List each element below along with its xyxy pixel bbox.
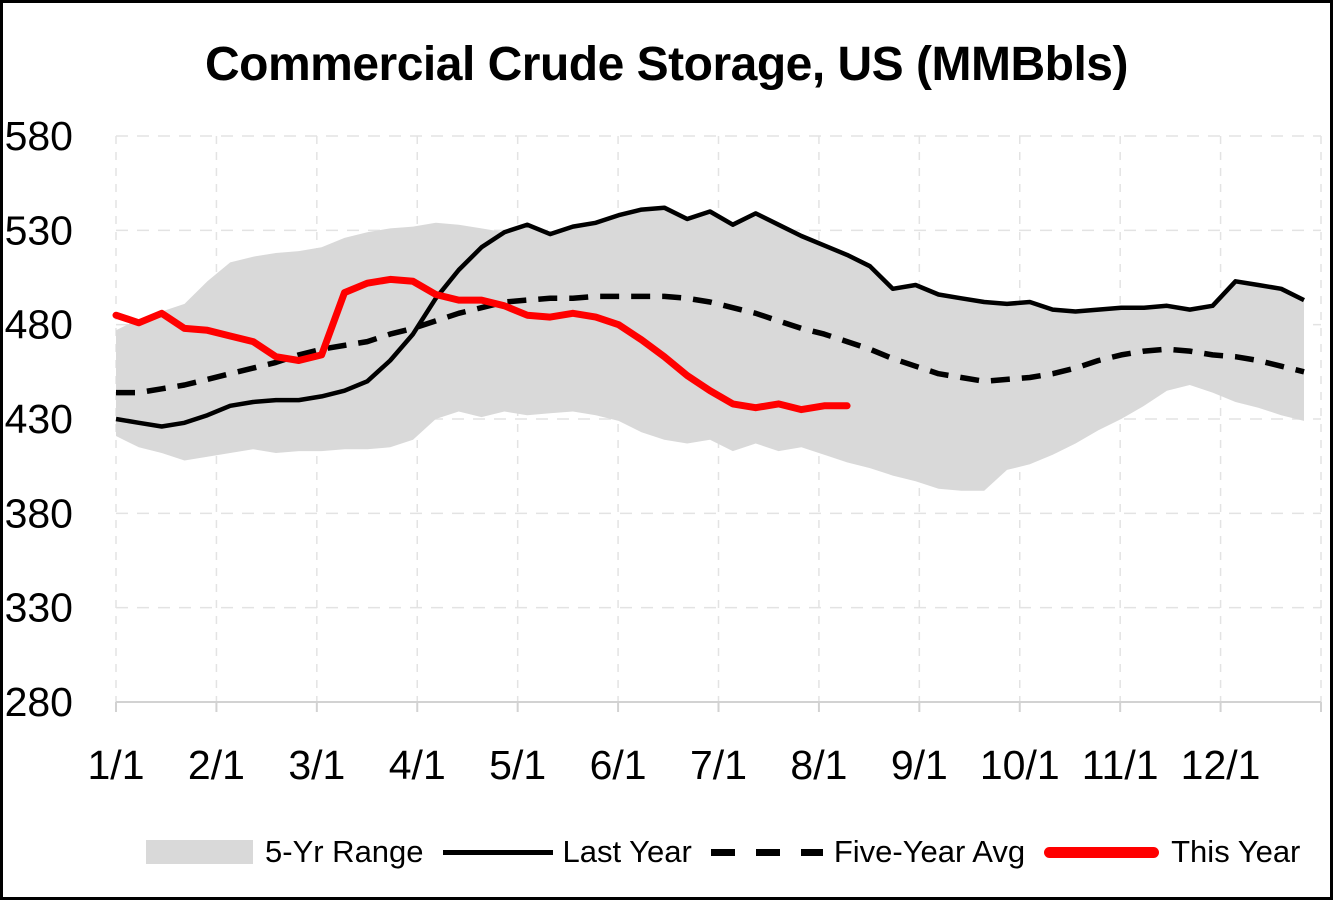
plot-area: 580 530 480 430 380 330 280 1/1 2/1 3/1 4/1 5/1 6/1 7… (5, 113, 1322, 788)
x-axis-label: 8/1 (790, 742, 847, 788)
y-axis-label: 530 (5, 207, 73, 253)
last-year-line-swatch (442, 849, 553, 855)
x-axis-label: 4/1 (389, 742, 446, 788)
five-year-range-swatch (146, 840, 253, 864)
chart-title: Commercial Crude Storage, US (MMBbls) (205, 38, 1128, 91)
x-axis-label: 6/1 (590, 742, 647, 788)
last-year-line (115, 205, 1305, 429)
x-axis-label: 12/1 (1181, 742, 1261, 788)
x-axis-label: 10/1 (980, 742, 1060, 788)
y-axis-label: 380 (5, 490, 73, 536)
x-axis-label: 7/1 (690, 742, 747, 788)
y-axis-label: 580 (5, 113, 73, 159)
chart-legend: 5-Yr Range Last Year Five-Year Avg This … (146, 834, 1301, 869)
x-axis-label: 3/1 (288, 742, 345, 788)
legend-label-five-year-avg: Five-Year Avg (833, 834, 1026, 869)
y-axis-label: 430 (5, 396, 73, 442)
y-axis-label: 330 (5, 585, 73, 631)
x-axis-label: 1/1 (88, 742, 145, 788)
five-year-range-band (116, 207, 1304, 491)
y-axis-label: 480 (5, 302, 73, 348)
x-axis-label: 2/1 (188, 742, 245, 788)
this-year-line (112, 275, 851, 414)
five-year-avg-line (116, 293, 1305, 396)
legend-label-five-year-range: 5-Yr Range (265, 834, 424, 869)
x-axis-label: 5/1 (489, 742, 546, 788)
this-year-line-swatch (1044, 846, 1160, 858)
legend-label-last-year: Last Year (562, 834, 692, 869)
legend-label-this-year: This Year (1171, 834, 1301, 869)
x-axis-label: 9/1 (891, 742, 948, 788)
y-axis-label: 280 (5, 679, 73, 725)
x-axis-label: 11/1 (1082, 742, 1159, 788)
five-year-avg-line-swatch (710, 848, 823, 856)
